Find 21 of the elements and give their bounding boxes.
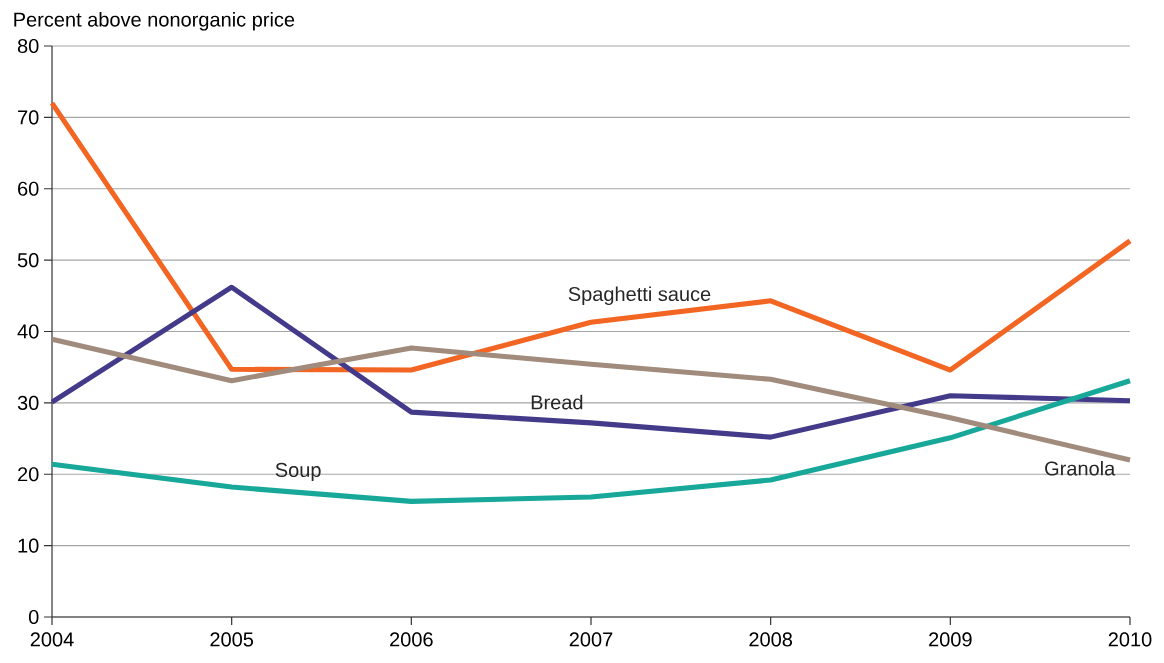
- y-tick-label: 40: [17, 324, 39, 339]
- x-tick-label: 2004: [30, 632, 74, 647]
- y-tick-label: 10: [18, 538, 39, 553]
- series-label: Granola: [1045, 460, 1116, 476]
- y-tick-label: 20: [18, 467, 39, 482]
- x-tick-label: 2009: [929, 632, 972, 647]
- x-tick-label: 2010: [1108, 632, 1152, 647]
- series-label: Spaghetti sauce: [568, 286, 711, 306]
- y-tick-label: 70: [18, 110, 39, 125]
- y-axis-title: Percent above nonorganic price: [14, 11, 295, 31]
- y-tick-label: 30: [17, 395, 39, 410]
- series-label: Bread: [531, 394, 583, 410]
- x-tick-label: 2006: [390, 632, 433, 647]
- series-label: Soup: [275, 462, 321, 481]
- x-tick-label: 2008: [749, 632, 793, 647]
- y-tick-label: 60: [18, 181, 39, 196]
- x-tick-label: 2005: [210, 632, 254, 647]
- x-tick-label: 2007: [569, 632, 613, 647]
- y-tick-label: 0: [28, 609, 39, 625]
- y-tick-label: 50: [17, 253, 39, 268]
- y-tick-label: 80: [17, 38, 39, 54]
